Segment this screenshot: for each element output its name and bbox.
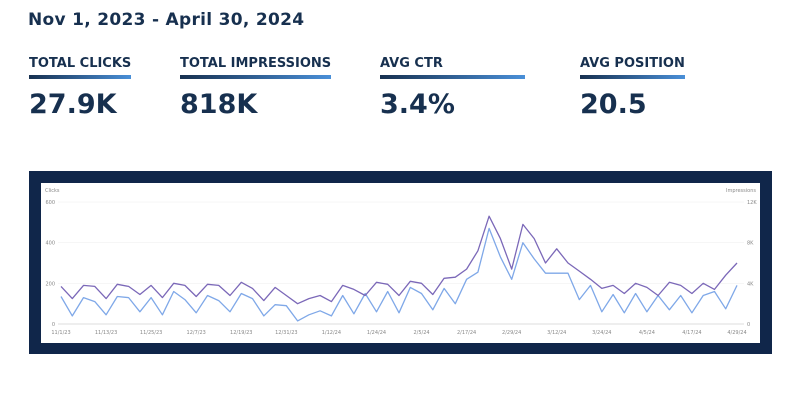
y-tick-label: 0 bbox=[52, 322, 55, 328]
chart-frame: Clicks Impressions 0 0 200 4K 400 8K 600 12K 11/… bbox=[29, 171, 772, 354]
x-tick-label: 4/17/24 bbox=[682, 330, 701, 336]
y-tick-label: 600 bbox=[45, 200, 55, 206]
x-tick-label: 11/25/23 bbox=[140, 330, 162, 336]
kpi-avg-position: AVG POSITION 20.5 bbox=[580, 52, 685, 120]
x-tick-label: 4/29/24 bbox=[727, 330, 746, 336]
y2-axis-label: Impressions bbox=[726, 188, 756, 194]
kpi-label: AVG CTR bbox=[380, 56, 525, 79]
kpi-value: 818K bbox=[180, 89, 258, 120]
y2-tick-label: 8K bbox=[747, 241, 754, 247]
y2-tick-label: 4K bbox=[747, 281, 754, 287]
x-tick-label: 3/24/24 bbox=[592, 330, 611, 336]
x-tick-label: 11/13/23 bbox=[95, 330, 117, 336]
x-tick-label: 12/31/23 bbox=[275, 330, 297, 336]
y2-tick-label: 12K bbox=[747, 200, 757, 206]
kpi-total-clicks: TOTAL CLICKS 27.9K bbox=[29, 52, 132, 120]
kpi-value: 27.9K bbox=[29, 89, 117, 120]
x-tick-label: 2/5/24 bbox=[413, 330, 429, 336]
y-axis-label: Clicks bbox=[45, 188, 60, 194]
date-range: Nov 1, 2023 - April 30, 2024 bbox=[28, 10, 305, 30]
x-tick-label: 4/5/24 bbox=[639, 330, 655, 336]
kpi-label: TOTAL IMPRESSIONS bbox=[180, 56, 332, 79]
x-tick-label: 1/12/24 bbox=[322, 330, 341, 336]
x-tick-label: 3/12/24 bbox=[547, 330, 566, 336]
x-tick-label: 12/7/23 bbox=[187, 330, 206, 336]
kpi-label: TOTAL CLICKS bbox=[29, 56, 132, 79]
y-tick-label: 200 bbox=[45, 281, 55, 287]
y-tick-label: 400 bbox=[45, 241, 55, 247]
x-tick-label: 2/17/24 bbox=[457, 330, 476, 336]
x-tick-label: 2/29/24 bbox=[502, 330, 521, 336]
x-tick-label: 1/24/24 bbox=[367, 330, 386, 336]
x-tick-label: 11/1/23 bbox=[51, 330, 70, 336]
kpi-value: 3.4% bbox=[380, 89, 455, 120]
y2-tick-label: 0 bbox=[747, 322, 750, 328]
kpi-label: AVG POSITION bbox=[580, 56, 685, 79]
series-line-clicks bbox=[60, 215, 738, 305]
kpi-avg-ctr: AVG CTR 3.4% bbox=[380, 52, 525, 120]
series-line-impressions bbox=[60, 227, 738, 322]
x-tick-label: 12/19/23 bbox=[230, 330, 252, 336]
kpi-value: 20.5 bbox=[580, 89, 647, 120]
kpi-total-impressions: TOTAL IMPRESSIONS 818K bbox=[180, 52, 332, 120]
performance-chart: Clicks Impressions 0 0 200 4K 400 8K 600 12K 11/… bbox=[41, 183, 760, 343]
